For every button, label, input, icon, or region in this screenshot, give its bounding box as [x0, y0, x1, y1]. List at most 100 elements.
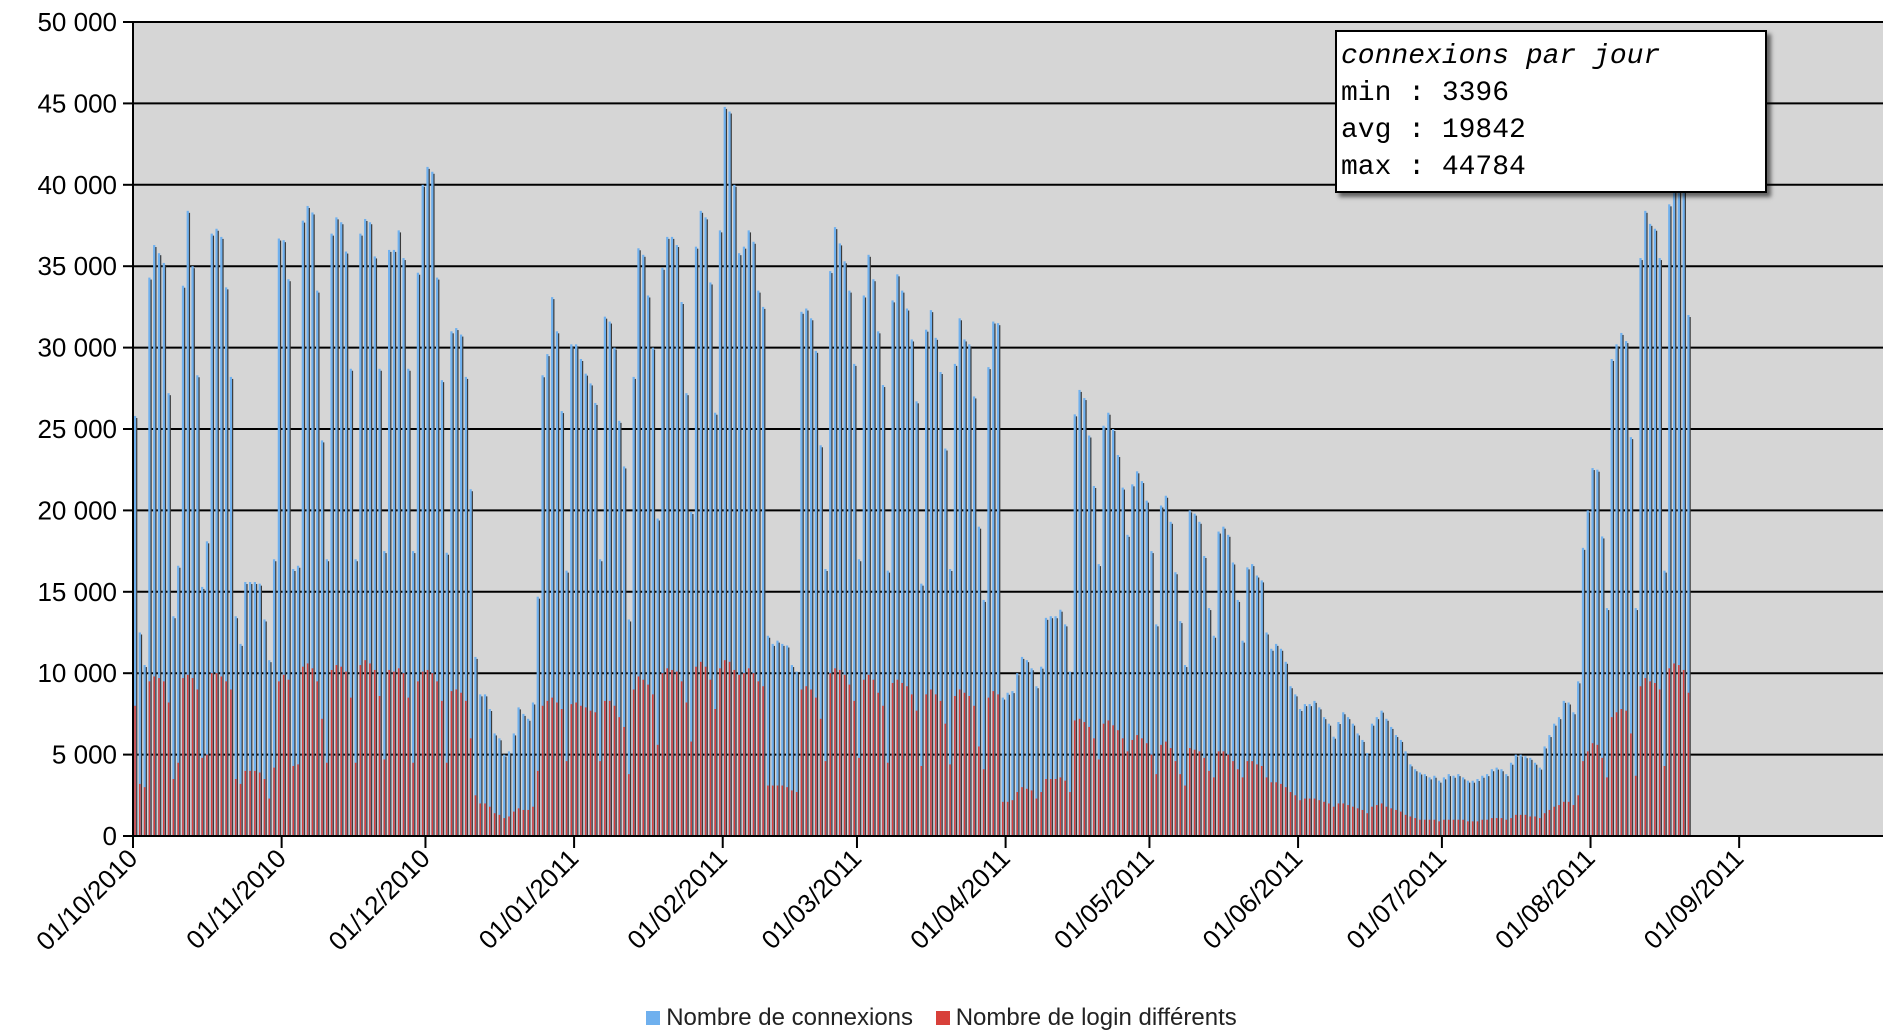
bar-connexions — [172, 616, 175, 836]
bar-logins — [1184, 785, 1186, 836]
bar-connexions — [263, 619, 266, 836]
bar-logins — [1179, 774, 1182, 836]
y-tick-label: 10 000 — [37, 658, 117, 688]
bar-shadow — [648, 297, 651, 836]
bar-shadow — [614, 349, 617, 836]
bar-logins — [906, 686, 908, 836]
bar-shadow — [1535, 764, 1538, 836]
bar-shadow — [1391, 728, 1394, 836]
bar-logins — [273, 767, 275, 836]
bar-connexions — [781, 643, 784, 836]
bar-connexions — [1466, 780, 1470, 836]
bar-logins — [728, 661, 731, 836]
bar-shadow — [543, 377, 545, 836]
bar-shadow — [600, 561, 603, 836]
bar-connexions — [675, 245, 678, 836]
bar-logins — [1582, 761, 1584, 836]
bar-logins — [1232, 761, 1234, 836]
bar-connexions — [1351, 723, 1354, 836]
bar-connexions — [1629, 437, 1633, 836]
bar-shadow — [212, 235, 215, 836]
legend-label-connexions: Nombre de connexions — [666, 1004, 914, 1031]
bar-connexions — [948, 569, 952, 836]
bar-shadow — [1156, 626, 1159, 836]
bar-shadow — [423, 186, 426, 837]
bar-connexions — [987, 367, 990, 836]
bar-logins — [1510, 818, 1512, 836]
bar-connexions — [1212, 635, 1215, 836]
bar-logins — [1189, 748, 1191, 836]
bar-shadow — [202, 588, 205, 836]
bar-connexions — [1260, 580, 1263, 836]
bar-logins — [733, 669, 736, 836]
bar-shadow — [1003, 699, 1006, 836]
bar-shadow — [1545, 748, 1547, 836]
bar-connexions — [1476, 779, 1479, 836]
bar-connexions — [795, 671, 798, 836]
bar-shadow — [154, 247, 157, 836]
bar-shadow — [1291, 688, 1293, 836]
bar-shadow — [1060, 611, 1063, 836]
bar-logins — [225, 681, 227, 836]
bar-logins — [282, 674, 285, 836]
bar-logins — [623, 726, 625, 836]
bar-connexions — [1126, 534, 1129, 836]
bar-logins — [810, 689, 812, 836]
y-tick-label: 40 000 — [37, 170, 117, 200]
bar-shadow — [404, 260, 406, 836]
bar-shadow — [758, 292, 761, 836]
bar-connexions — [1222, 526, 1225, 836]
bar-shadow — [533, 704, 536, 836]
bar-connexions — [253, 582, 257, 836]
bar-logins — [1260, 765, 1263, 836]
x-tick-label: 01/08/2011 — [1489, 843, 1601, 955]
bar-shadow — [207, 543, 210, 836]
bar-logins — [196, 689, 199, 836]
bar-shadow — [816, 352, 819, 836]
bar-shadow — [351, 370, 354, 836]
bar-connexions — [1150, 551, 1153, 836]
bar-logins — [1658, 689, 1661, 836]
bar-connexions — [608, 321, 611, 836]
bar-connexions — [565, 570, 568, 836]
bar-logins — [954, 695, 956, 836]
bar-connexions — [1414, 769, 1417, 836]
bar-connexions — [1217, 531, 1220, 836]
bar-logins — [1280, 783, 1282, 836]
bar-shadow — [869, 256, 871, 837]
bar-logins — [479, 803, 482, 836]
bar-shadow — [1123, 489, 1126, 836]
bar-shadow — [1099, 566, 1102, 836]
bar-logins — [1515, 814, 1517, 836]
bar-connexions — [666, 236, 669, 836]
bar-shadow — [269, 662, 272, 836]
bar-connexions — [742, 246, 746, 836]
bar-logins — [1539, 818, 1541, 836]
bar-logins — [498, 814, 501, 836]
bar-shadow — [1449, 776, 1452, 836]
bar-logins — [527, 809, 529, 836]
bar-logins — [594, 712, 597, 836]
bar-shadow — [1161, 507, 1164, 836]
bar-shadow — [888, 572, 891, 836]
bar-shadow — [883, 387, 886, 836]
bar-logins — [148, 681, 151, 836]
bar-logins — [671, 669, 673, 836]
bar-logins — [1419, 819, 1421, 836]
bar-logins — [186, 674, 189, 836]
bar-connexions — [402, 258, 405, 836]
bar-shadow — [1324, 719, 1327, 836]
bar-connexions — [1011, 691, 1014, 836]
bar-logins — [1553, 806, 1556, 836]
bar-logins — [1649, 681, 1651, 836]
bar-connexions — [886, 570, 889, 836]
bar-connexions — [1020, 656, 1024, 836]
bar-connexions — [181, 285, 185, 837]
bar-shadow — [638, 250, 641, 837]
bar-shadow — [274, 561, 277, 836]
bar-connexions — [522, 713, 525, 836]
bar-shadow — [1688, 317, 1691, 836]
bar-logins — [1002, 801, 1004, 836]
bar-connexions — [709, 282, 712, 837]
bar-logins — [522, 809, 525, 836]
